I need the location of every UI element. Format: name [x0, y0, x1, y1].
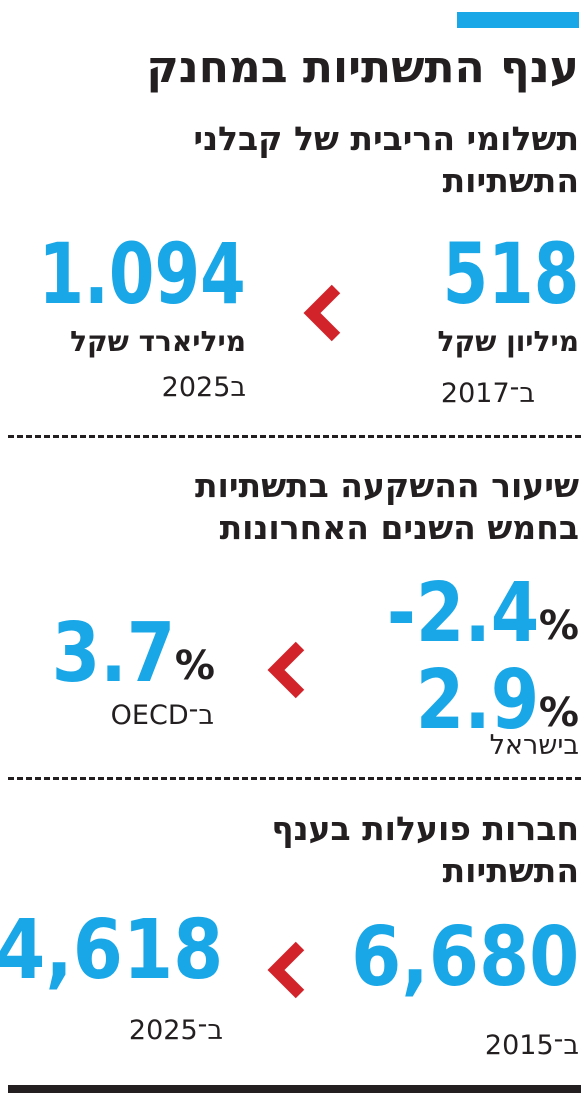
companies-from-value: 6,680 — [350, 910, 579, 1005]
section-divider — [8, 777, 581, 780]
companies-from-year: ב־2015 — [484, 1030, 579, 1061]
interest-from-unit: מיליון שקל — [437, 325, 579, 358]
companies-heading-line1: חברות פועלות בענף — [271, 809, 579, 848]
companies-to-year: ב־2025 — [128, 1015, 223, 1046]
interest-heading-line1: תשלומי הריבית של קבלני — [193, 119, 579, 158]
percent-sign: % — [538, 690, 579, 736]
oecd-label: ב־OECD — [110, 700, 214, 731]
investment-heading-line2: בחמש השנים האחרונות — [219, 508, 579, 547]
israel-label: בישראל — [489, 730, 579, 761]
companies-heading-line2: התשתיות — [442, 851, 579, 890]
interest-to-unit: מיליארד שקל — [70, 325, 246, 358]
israel-value-1-row: -2.4 % — [360, 573, 579, 655]
investment-heading-line1: שיעור ההשקעה בתשתיות — [194, 466, 579, 505]
israel-value-2-row: 2.9 % — [394, 660, 579, 742]
chevron-left-icon — [267, 641, 305, 699]
companies-to-value: 4,618 — [0, 903, 223, 998]
page-title: ענף התשתיות במחנק — [146, 42, 579, 93]
investment-heading: שיעור ההשקעה בתשתיות בחמש השנים האחרונות — [195, 465, 579, 549]
oecd-value: 3.7 — [51, 606, 175, 701]
interest-to-year: ב2025 — [161, 372, 246, 403]
companies-heading: חברות פועלות בענף התשתיות — [271, 808, 579, 892]
israel-value-1: -2.4 — [386, 566, 539, 661]
interest-heading: תשלומי הריבית של קבלני התשתיות — [193, 118, 579, 202]
bottom-rule — [8, 1085, 581, 1093]
section-divider — [8, 435, 581, 438]
interest-to-value: 1.094 — [38, 225, 246, 323]
interest-heading-line2: התשתיות — [442, 161, 579, 200]
oecd-value-row: 3.7 % — [30, 613, 215, 695]
interest-from-value: 518 — [442, 225, 579, 323]
interest-from-year: ב־2017 — [440, 378, 535, 409]
percent-sign: % — [174, 643, 215, 689]
percent-sign: % — [538, 603, 579, 649]
chevron-left-icon — [267, 941, 305, 999]
chevron-left-icon — [303, 284, 341, 342]
israel-value-2: 2.9 — [415, 653, 539, 748]
accent-bar — [457, 12, 579, 28]
